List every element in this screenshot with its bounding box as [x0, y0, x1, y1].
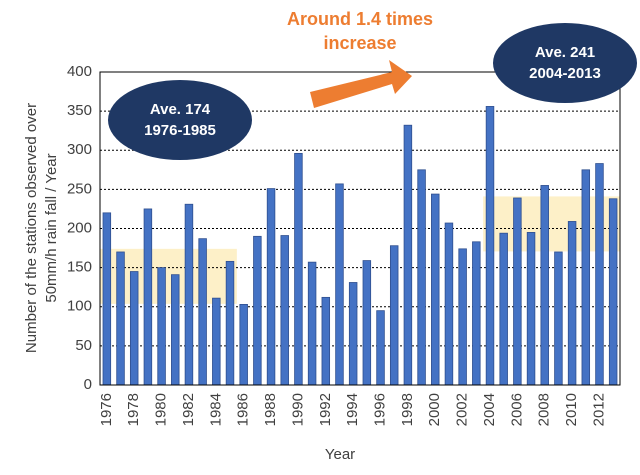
y-tick-label: 350 — [67, 102, 92, 119]
bar — [294, 152, 303, 386]
y-axis-label: Number of the stations observed over — [23, 103, 40, 353]
bar — [239, 304, 248, 386]
bar — [567, 221, 577, 386]
bar — [198, 238, 207, 386]
x-tick-label: 2008 — [536, 393, 553, 426]
bar — [362, 260, 372, 386]
average-period: 1976-1985 — [144, 122, 216, 139]
x-tick-label: 1980 — [153, 393, 170, 426]
bar — [458, 248, 467, 386]
bar — [184, 203, 194, 386]
bar — [129, 271, 139, 386]
bar — [526, 232, 536, 386]
x-tick-label: 1996 — [371, 393, 388, 426]
bar — [472, 241, 481, 386]
bar — [321, 296, 331, 386]
bar — [335, 183, 344, 386]
bar — [499, 232, 508, 386]
bar — [225, 260, 235, 386]
plot-frame — [99, 71, 621, 386]
y-tick-label: 100 — [67, 298, 92, 315]
y-tick-label: 400 — [67, 63, 92, 80]
bar — [376, 310, 385, 386]
y-tick-label: 150 — [67, 259, 92, 276]
x-tick-label: 2012 — [590, 393, 607, 426]
x-tick-label: 1986 — [235, 393, 252, 426]
arrow — [310, 60, 412, 108]
x-tick-label: 1998 — [399, 393, 416, 426]
y-tick-label: 300 — [67, 141, 92, 158]
y-axis-label: 50mm/h rain fall / Year — [43, 153, 60, 302]
bar — [608, 198, 618, 386]
bar — [595, 163, 604, 386]
bar — [307, 261, 317, 386]
x-tick-label: 1994 — [344, 393, 361, 426]
bar — [485, 106, 495, 386]
average-bubble — [108, 80, 252, 160]
x-tick-label: 2006 — [508, 393, 525, 426]
bar — [581, 169, 591, 386]
bar — [513, 197, 522, 386]
bar — [417, 169, 426, 386]
x-tick-label: 1982 — [180, 393, 197, 426]
x-tick-label: 1990 — [289, 393, 306, 426]
bar — [266, 188, 276, 386]
x-tick-label: 1978 — [125, 393, 142, 426]
bar — [554, 251, 563, 386]
x-tick-label: 2002 — [454, 393, 471, 426]
bar — [212, 297, 221, 386]
y-tick-label: 200 — [67, 219, 92, 236]
x-tick-label: 2004 — [481, 393, 498, 426]
average-period: 2004-2013 — [529, 65, 601, 82]
bar — [540, 185, 549, 386]
y-tick-label: 50 — [75, 337, 92, 354]
x-tick-label: 1992 — [317, 393, 334, 426]
average-bubble — [493, 23, 637, 103]
x-axis-label: Year — [325, 446, 355, 463]
x-tick-label: 2000 — [426, 393, 443, 426]
bar — [389, 245, 399, 386]
bar — [348, 282, 358, 386]
bar — [116, 251, 125, 386]
annotation-line: increase — [323, 33, 396, 53]
bar — [171, 274, 180, 386]
annotation-line: Around 1.4 times — [287, 9, 433, 29]
average-label: Ave. 241 — [535, 44, 595, 61]
x-tick-label: 1976 — [98, 393, 115, 426]
bar — [431, 193, 440, 386]
x-tick-label: 2010 — [563, 393, 580, 426]
bar — [143, 208, 153, 386]
bar — [280, 235, 289, 386]
y-tick-label: 250 — [67, 180, 92, 197]
y-tick-label: 0 — [84, 376, 92, 393]
bar — [253, 235, 262, 386]
bar — [157, 267, 166, 386]
bar — [102, 212, 112, 386]
x-tick-label: 1988 — [262, 393, 279, 426]
x-tick-label: 1984 — [207, 393, 224, 426]
bar — [403, 124, 413, 386]
average-label: Ave. 174 — [150, 101, 211, 118]
bar — [444, 222, 454, 386]
